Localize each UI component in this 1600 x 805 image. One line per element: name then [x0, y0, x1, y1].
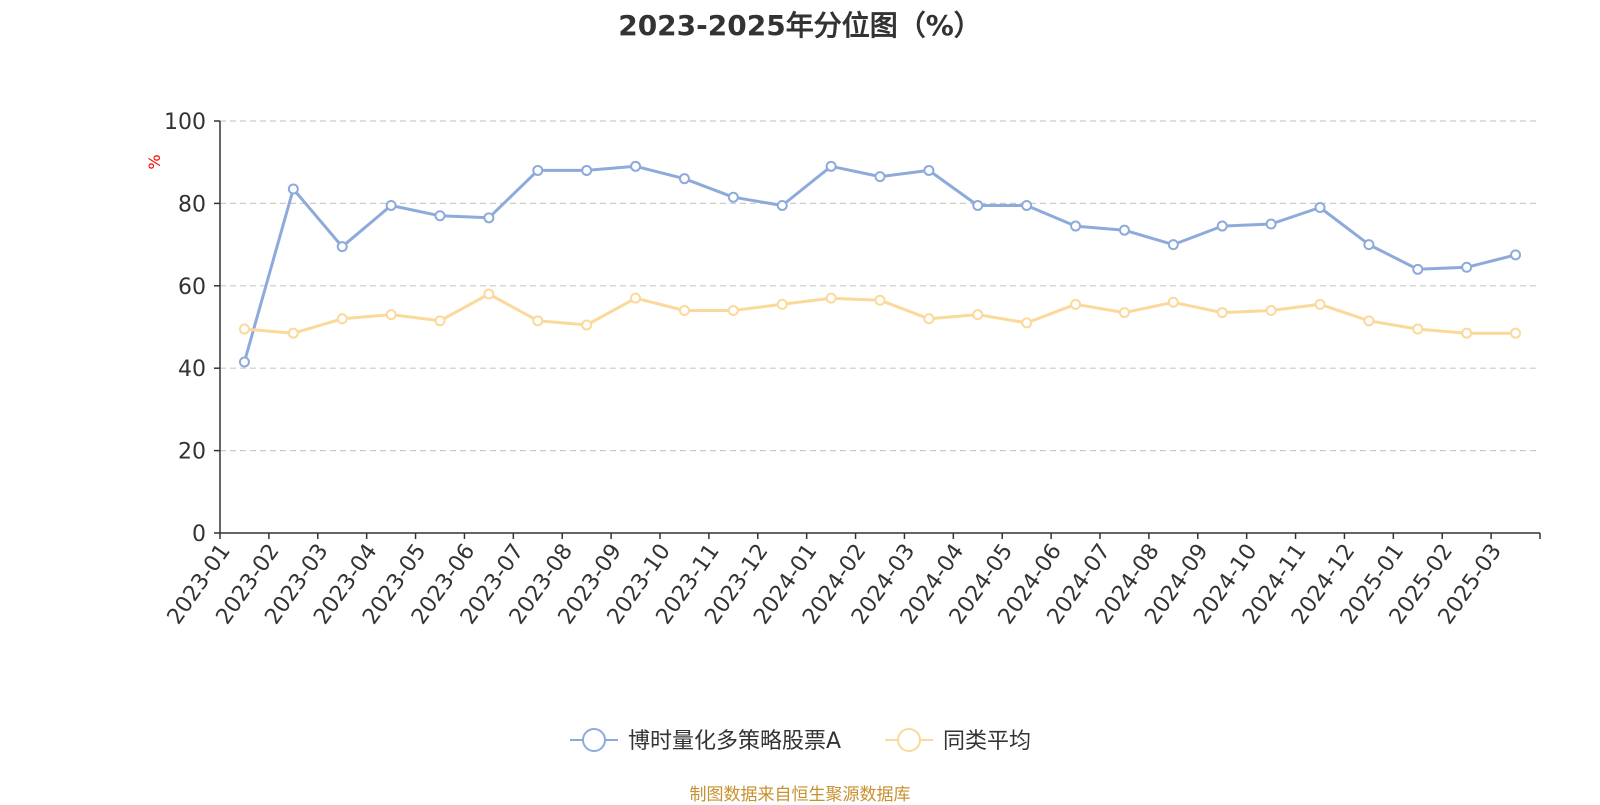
data-point[interactable]: [1167, 296, 1179, 308]
data-point[interactable]: [336, 241, 348, 253]
data-point[interactable]: [630, 160, 642, 172]
data-point[interactable]: [727, 191, 739, 203]
data-point[interactable]: [434, 315, 446, 327]
data-point[interactable]: [1118, 224, 1130, 236]
data-point[interactable]: [825, 292, 837, 304]
data-point[interactable]: [1314, 298, 1326, 310]
data-point[interactable]: [972, 309, 984, 321]
data-point[interactable]: [923, 164, 935, 176]
gridlines: [220, 120, 1540, 452]
axes: 0204060801002023-012023-022023-032023-04…: [163, 110, 1541, 629]
data-source-note: 制图数据来自恒生聚源数据库: [689, 785, 911, 805]
legend[interactable]: 博时量化多策略股票A 同类平均: [570, 728, 1031, 754]
data-point[interactable]: [238, 323, 250, 335]
data-point[interactable]: [238, 356, 250, 368]
data-point[interactable]: [336, 313, 348, 325]
data-point[interactable]: [874, 294, 886, 306]
data-point[interactable]: [776, 199, 788, 211]
data-point[interactable]: [483, 288, 495, 300]
data-point[interactable]: [1070, 220, 1082, 232]
data-point[interactable]: [1510, 249, 1522, 261]
data-point[interactable]: [678, 173, 690, 185]
y-tick-label: 100: [164, 110, 206, 135]
y-axis-label: %: [145, 154, 164, 169]
legend-item-2[interactable]: 同类平均: [885, 728, 1031, 754]
data-point[interactable]: [532, 315, 544, 327]
data-point[interactable]: [1363, 239, 1375, 251]
data-point[interactable]: [727, 305, 739, 317]
data-point[interactable]: [874, 171, 886, 183]
series-line: [242, 164, 1516, 363]
data-point[interactable]: [287, 327, 299, 339]
data-point[interactable]: [1412, 263, 1424, 275]
data-point[interactable]: [483, 212, 495, 224]
legend-marker-icon: [582, 728, 606, 752]
data-point[interactable]: [923, 313, 935, 325]
series-1: [238, 160, 1522, 368]
data-point[interactable]: [385, 309, 397, 321]
data-point[interactable]: [1265, 305, 1277, 317]
data-point[interactable]: [1021, 317, 1033, 329]
data-point[interactable]: [1461, 261, 1473, 273]
data-point[interactable]: [1216, 307, 1228, 319]
data-point[interactable]: [1216, 220, 1228, 232]
legend-label: 博时量化多策略股票A: [628, 729, 841, 754]
data-point[interactable]: [1363, 315, 1375, 327]
data-point[interactable]: [385, 199, 397, 211]
legend-item-1[interactable]: 博时量化多策略股票A: [570, 728, 841, 754]
y-tick-label: 80: [178, 192, 206, 217]
series: [238, 160, 1522, 368]
data-point[interactable]: [1461, 327, 1473, 339]
data-point[interactable]: [1167, 239, 1179, 251]
data-point[interactable]: [532, 164, 544, 176]
y-tick-label: 40: [178, 357, 206, 382]
data-point[interactable]: [581, 164, 593, 176]
data-point[interactable]: [1265, 218, 1277, 230]
data-point[interactable]: [825, 160, 837, 172]
data-point[interactable]: [1118, 307, 1130, 319]
data-point[interactable]: [776, 298, 788, 310]
data-point[interactable]: [1314, 202, 1326, 214]
data-point[interactable]: [581, 319, 593, 331]
y-tick-label: 60: [178, 275, 206, 300]
data-point[interactable]: [678, 305, 690, 317]
data-point[interactable]: [1070, 298, 1082, 310]
data-point[interactable]: [1021, 199, 1033, 211]
y-tick-label: 0: [192, 522, 206, 547]
chart-title: 2023-2025年分位图（%）: [618, 9, 982, 42]
data-point[interactable]: [287, 183, 299, 195]
data-point[interactable]: [1412, 323, 1424, 335]
series-2: [238, 288, 1522, 339]
legend-label: 同类平均: [943, 729, 1031, 754]
data-point[interactable]: [434, 210, 446, 222]
data-point[interactable]: [1510, 327, 1522, 339]
data-point[interactable]: [630, 292, 642, 304]
data-point[interactable]: [972, 199, 984, 211]
y-tick-label: 20: [178, 440, 206, 465]
legend-marker-icon: [897, 728, 921, 752]
